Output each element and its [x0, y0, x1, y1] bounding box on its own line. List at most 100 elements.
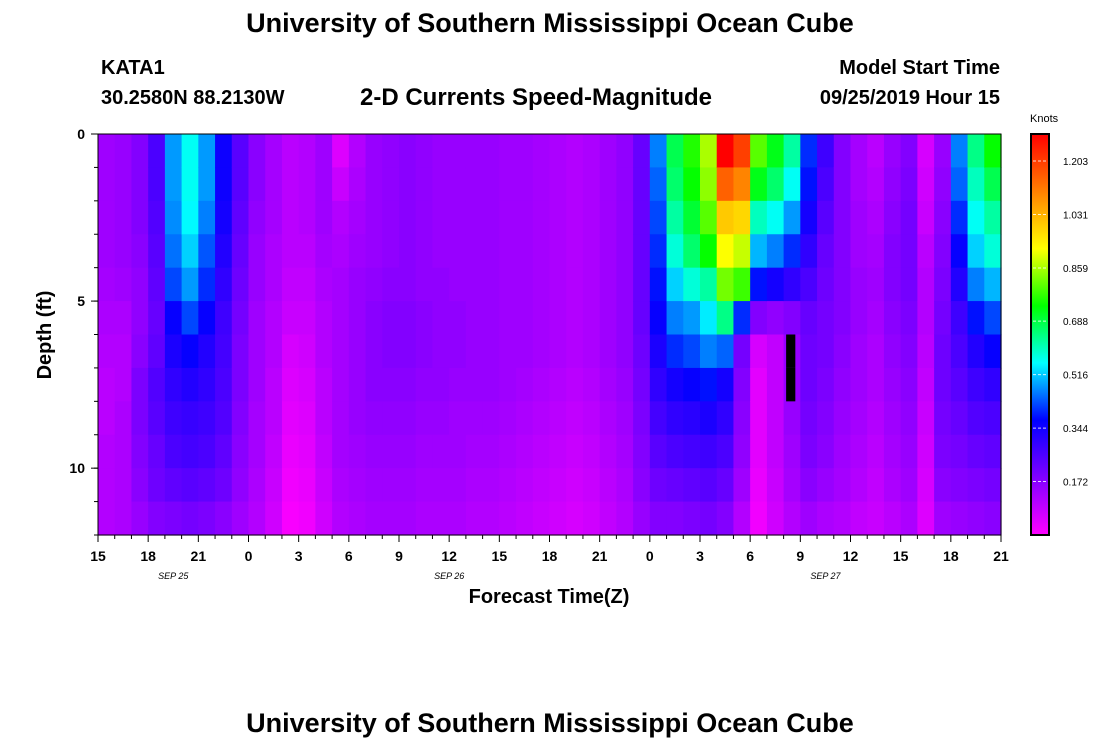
heatmap-cell — [599, 301, 617, 336]
x-tick-label: 3 — [295, 548, 303, 564]
heatmap-cell — [315, 367, 333, 402]
heatmap-cell — [499, 367, 517, 402]
heatmap-cell — [984, 434, 1002, 469]
heatmap-cell — [716, 367, 735, 402]
heatmap-cell — [432, 234, 450, 269]
heatmap-cell — [766, 401, 785, 436]
heatmap-cell — [465, 501, 484, 536]
heatmap-cell — [198, 234, 216, 269]
heatmap-cell — [265, 501, 283, 536]
heatmap-cell — [332, 234, 350, 269]
heatmap-cell — [900, 468, 918, 503]
heatmap-cell — [867, 367, 885, 402]
heatmap-cell — [516, 334, 534, 369]
heatmap-cell — [399, 501, 417, 536]
heatmap-cell — [599, 267, 617, 302]
heatmap-cell — [315, 200, 333, 235]
heatmap-cell — [482, 234, 500, 269]
heatmap-cell — [733, 234, 751, 269]
heatmap-cell — [649, 167, 668, 202]
heatmap-cell — [716, 434, 735, 469]
heatmap-cell — [934, 401, 952, 436]
heatmap-cell — [399, 434, 417, 469]
heatmap-cell — [114, 234, 133, 269]
heatmap-cell — [181, 301, 199, 336]
heatmap-cell — [733, 334, 751, 369]
heatmap-cell — [198, 334, 216, 369]
heatmap-cell — [599, 367, 617, 402]
heatmap-cell — [215, 167, 233, 202]
heatmap-cell — [716, 468, 735, 503]
heatmap-cell — [934, 334, 952, 369]
heatmap-cell — [265, 200, 283, 235]
heatmap-cell — [181, 334, 199, 369]
heatmap-cell — [649, 301, 668, 336]
heatmap-cell — [817, 367, 835, 402]
heatmap-cell — [700, 267, 718, 302]
heatmap-cell — [984, 134, 1002, 169]
heatmap-cell — [666, 334, 684, 369]
heatmap-cell — [399, 134, 417, 169]
heatmap-cell — [382, 434, 400, 469]
heatmap-cell — [950, 401, 969, 436]
heatmap-cell — [716, 200, 735, 235]
x-tick-label: 18 — [542, 548, 558, 564]
heatmap-cell — [98, 434, 116, 469]
heatmap-cell — [700, 334, 718, 369]
heatmap-cell — [281, 134, 300, 169]
heatmap-cell — [449, 334, 467, 369]
heatmap-cell — [833, 167, 852, 202]
heatmap-cell — [867, 134, 885, 169]
heatmap-cell — [148, 334, 166, 369]
heatmap-cell — [215, 468, 233, 503]
heatmap-cell — [766, 468, 785, 503]
heatmap-cell — [516, 134, 534, 169]
heatmap-cell — [817, 267, 835, 302]
heatmap-cell — [917, 267, 935, 302]
heatmap-cell — [883, 167, 902, 202]
x-tick-label: 12 — [441, 548, 457, 564]
heatmap-cell — [532, 334, 551, 369]
heatmap-cell — [365, 434, 383, 469]
heatmap-cell — [750, 134, 768, 169]
heatmap-cell — [883, 134, 902, 169]
heatmap-cell — [248, 301, 266, 336]
heatmap-cell — [700, 468, 718, 503]
heatmap-cell — [181, 434, 199, 469]
heatmap-cell — [532, 434, 551, 469]
heatmap-cell — [967, 468, 985, 503]
heatmap-cell — [867, 334, 885, 369]
heatmap-cell — [248, 501, 266, 536]
heatmap-cell — [164, 134, 183, 169]
heatmap-cell — [900, 367, 918, 402]
heatmap-cell — [833, 334, 852, 369]
heatmap-cell — [934, 501, 952, 536]
heatmap-cell — [164, 334, 183, 369]
heatmap-cell — [365, 301, 383, 336]
heatmap-cell — [298, 367, 316, 402]
heatmap-cell — [549, 367, 567, 402]
heatmap-cell — [516, 468, 534, 503]
heatmap-cell — [917, 234, 935, 269]
heatmap-cell — [281, 367, 300, 402]
heatmap-cell — [733, 468, 751, 503]
heatmap-cell — [265, 234, 283, 269]
heatmap-cell — [666, 267, 684, 302]
heatmap-cell — [532, 167, 551, 202]
heatmap-cell — [265, 334, 283, 369]
heatmap-cell — [298, 134, 316, 169]
heatmap-cell — [148, 501, 166, 536]
heatmap-cell — [733, 301, 751, 336]
heatmap-cell — [566, 401, 584, 436]
heatmap-cell — [399, 334, 417, 369]
heatmap-cell — [649, 234, 668, 269]
heatmap-cell — [616, 167, 634, 202]
heatmap-cell — [934, 200, 952, 235]
heatmap-cell — [783, 267, 801, 302]
heatmap-cell — [382, 167, 400, 202]
heatmap-cell — [850, 434, 868, 469]
heatmap-cell — [482, 401, 500, 436]
heatmap-cell — [917, 301, 935, 336]
heatmap-cell — [198, 167, 216, 202]
heatmap-cell — [532, 200, 551, 235]
